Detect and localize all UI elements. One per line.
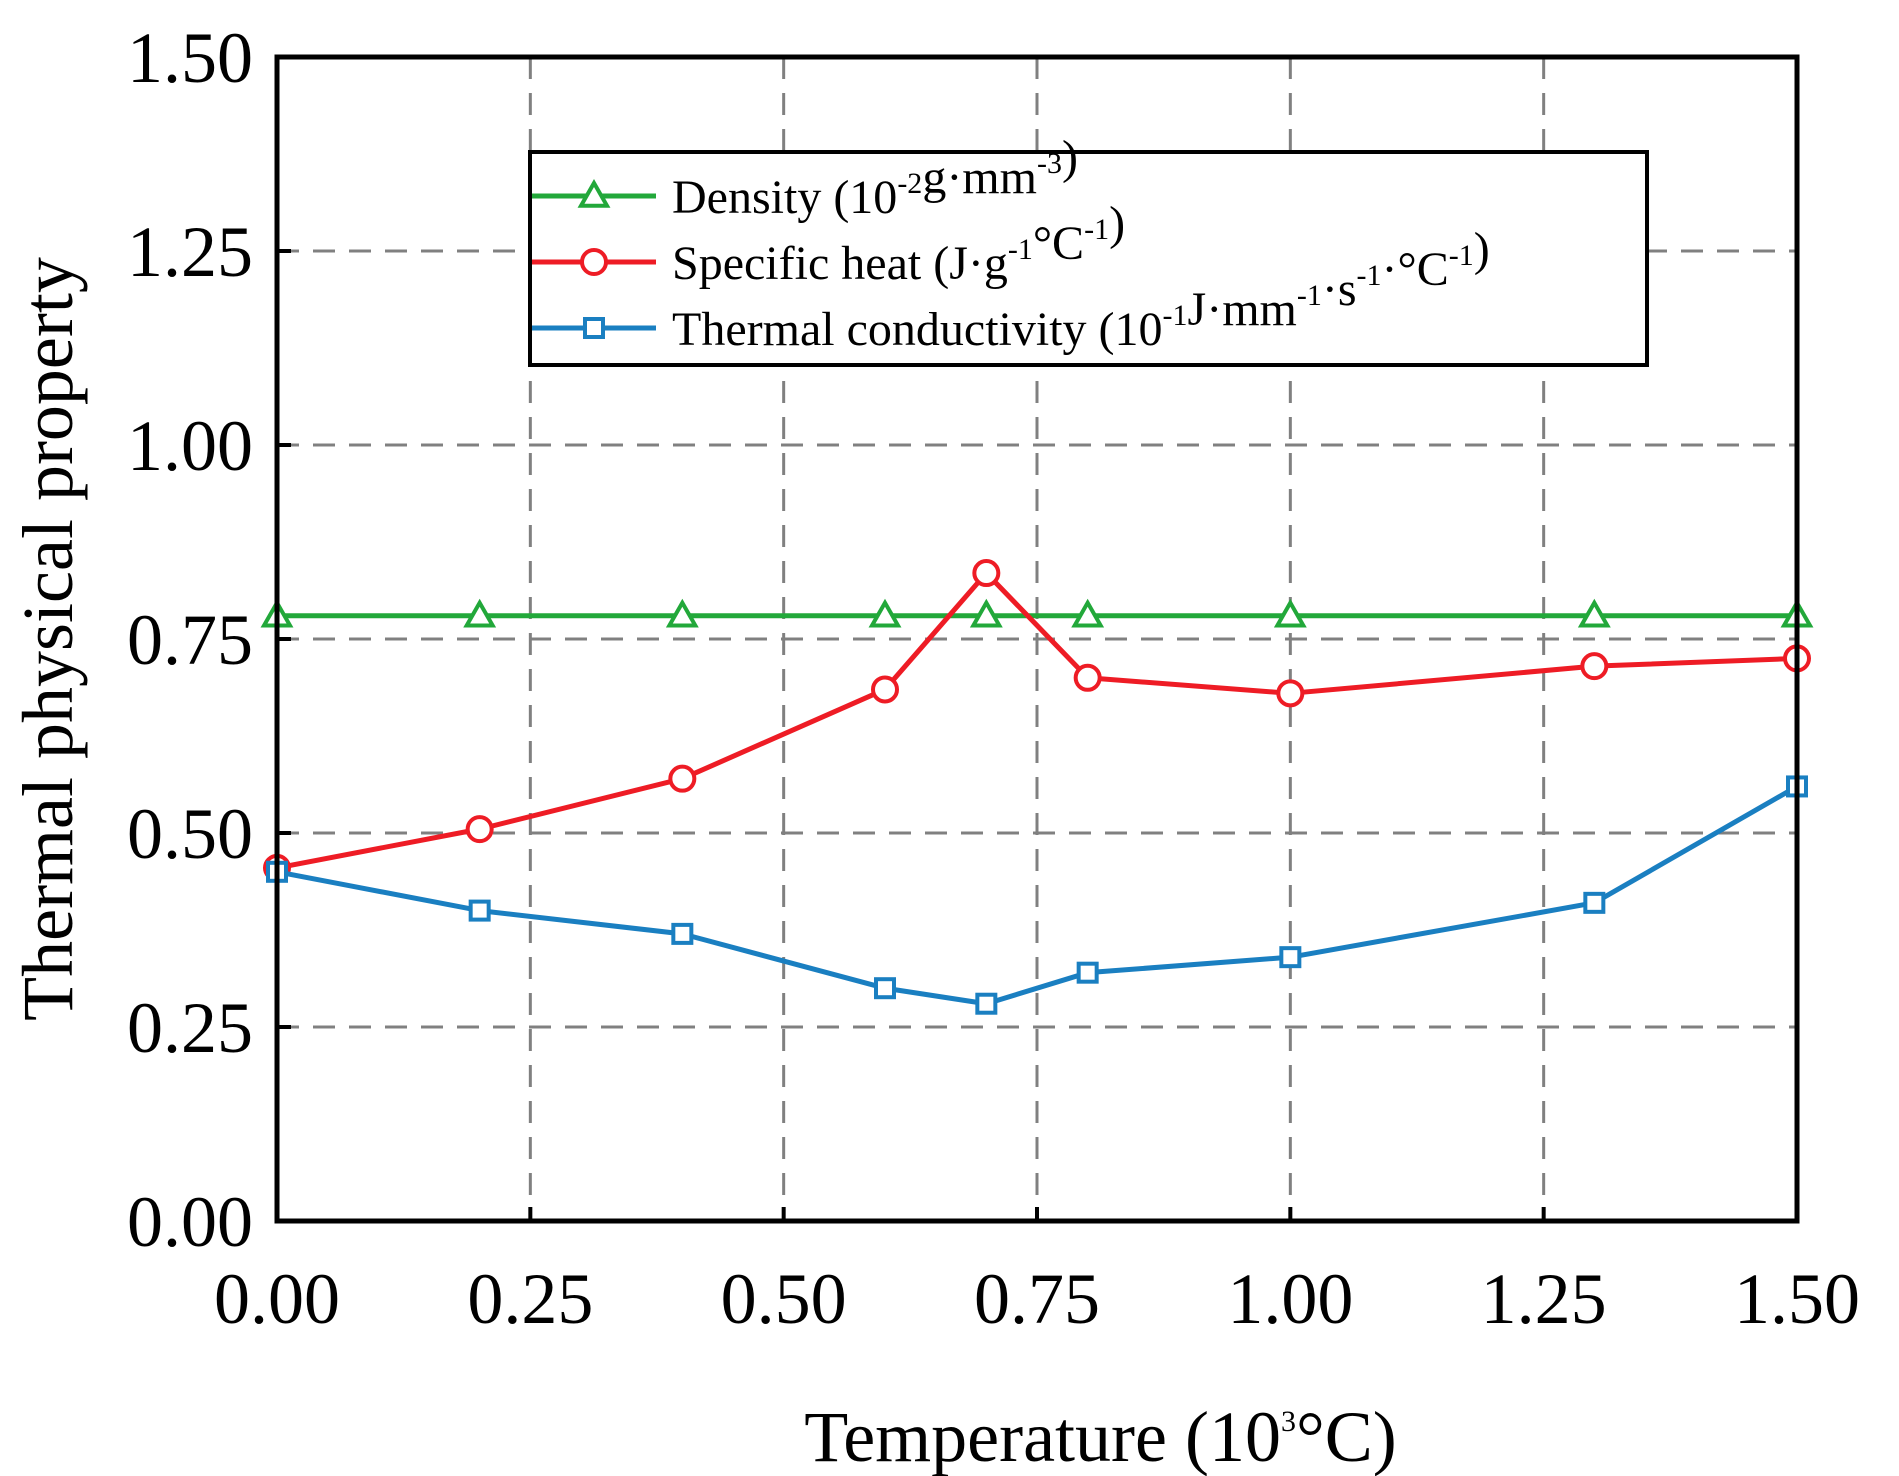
density-point (665, 598, 699, 628)
specific-heat-point (972, 559, 1001, 588)
specific-heat-point (1580, 652, 1609, 681)
legend-entry-specific-heat: Specific heat (J·g-1°C-1) (532, 197, 1125, 290)
specific-heat-point (668, 764, 697, 793)
y-tick-label: 0.50 (127, 794, 253, 874)
thermal-conductivity-point (975, 992, 998, 1015)
thermal-conductivity-point (874, 977, 896, 1000)
specific-heat-point (1276, 679, 1305, 708)
y-axis-title: Thermal physical property (8, 257, 88, 1021)
y-tick-label: 0.25 (127, 988, 253, 1068)
x-tick-label: 0.25 (467, 1259, 593, 1339)
axis-ticks: 0.00 0.25 0.50 0.75 1.00 1.25 1.50 0.00 0.25 0.50… (127, 18, 1860, 1339)
y-tick-label: 1.50 (127, 18, 253, 98)
y-tick-label: 0.00 (127, 1182, 253, 1262)
density-point (463, 598, 497, 628)
legend-marker-thermal-conductivity (583, 317, 605, 339)
thermal-conductivity-point (1076, 961, 1099, 984)
density-point (969, 598, 1003, 628)
y-tick-label: 0.75 (127, 600, 253, 680)
legend-entry-density: Density (10-2g·mm-3) (532, 131, 1078, 224)
x-tick-label: 0.75 (974, 1259, 1100, 1339)
legend-entry-thermal-conductivity: Thermal conductivity (10-1J·mm-1·s-1·°C-… (532, 223, 1490, 356)
legend-label-density: Density (10-2g·mm-3) (672, 131, 1078, 224)
legend-marker-density (577, 178, 611, 208)
x-tick-label: 1.25 (1481, 1259, 1607, 1339)
legend-label-specific-heat: Specific heat (J·g-1°C-1) (672, 197, 1125, 290)
density-point (868, 598, 902, 628)
density-point (1577, 598, 1611, 628)
legend-label-thermal-conductivity: Thermal conductivity (10-1J·mm-1·s-1·°C-… (672, 223, 1490, 356)
thermal-conductivity-point (468, 899, 491, 922)
x-tick-label: 1.00 (1227, 1259, 1353, 1339)
x-axis-title: Temperature (103°C) (804, 1397, 1397, 1476)
series-specific-heat (263, 559, 1811, 882)
thermal-conductivity-point (1583, 891, 1606, 914)
specific-heat-point (871, 675, 899, 704)
specific-heat-point (1073, 663, 1102, 692)
thermal-conductivity-point (671, 922, 694, 945)
y-tick-label: 1.00 (127, 406, 253, 486)
legend-box (528, 150, 1649, 367)
legend: Density (10-2g·mm-3)Specific heat (J·g-1… (528, 131, 1649, 367)
x-tick-label: 0.50 (721, 1259, 847, 1339)
thermal-conductivity-point (1279, 946, 1302, 969)
y-tick-label: 1.25 (127, 212, 253, 292)
specific-heat-point (465, 815, 494, 844)
x-tick-label: 0.00 (214, 1259, 340, 1339)
density-point (1071, 598, 1105, 628)
legend-marker-specific-heat (580, 248, 608, 276)
x-tick-label: 1.50 (1734, 1259, 1860, 1339)
density-point (1273, 598, 1307, 628)
